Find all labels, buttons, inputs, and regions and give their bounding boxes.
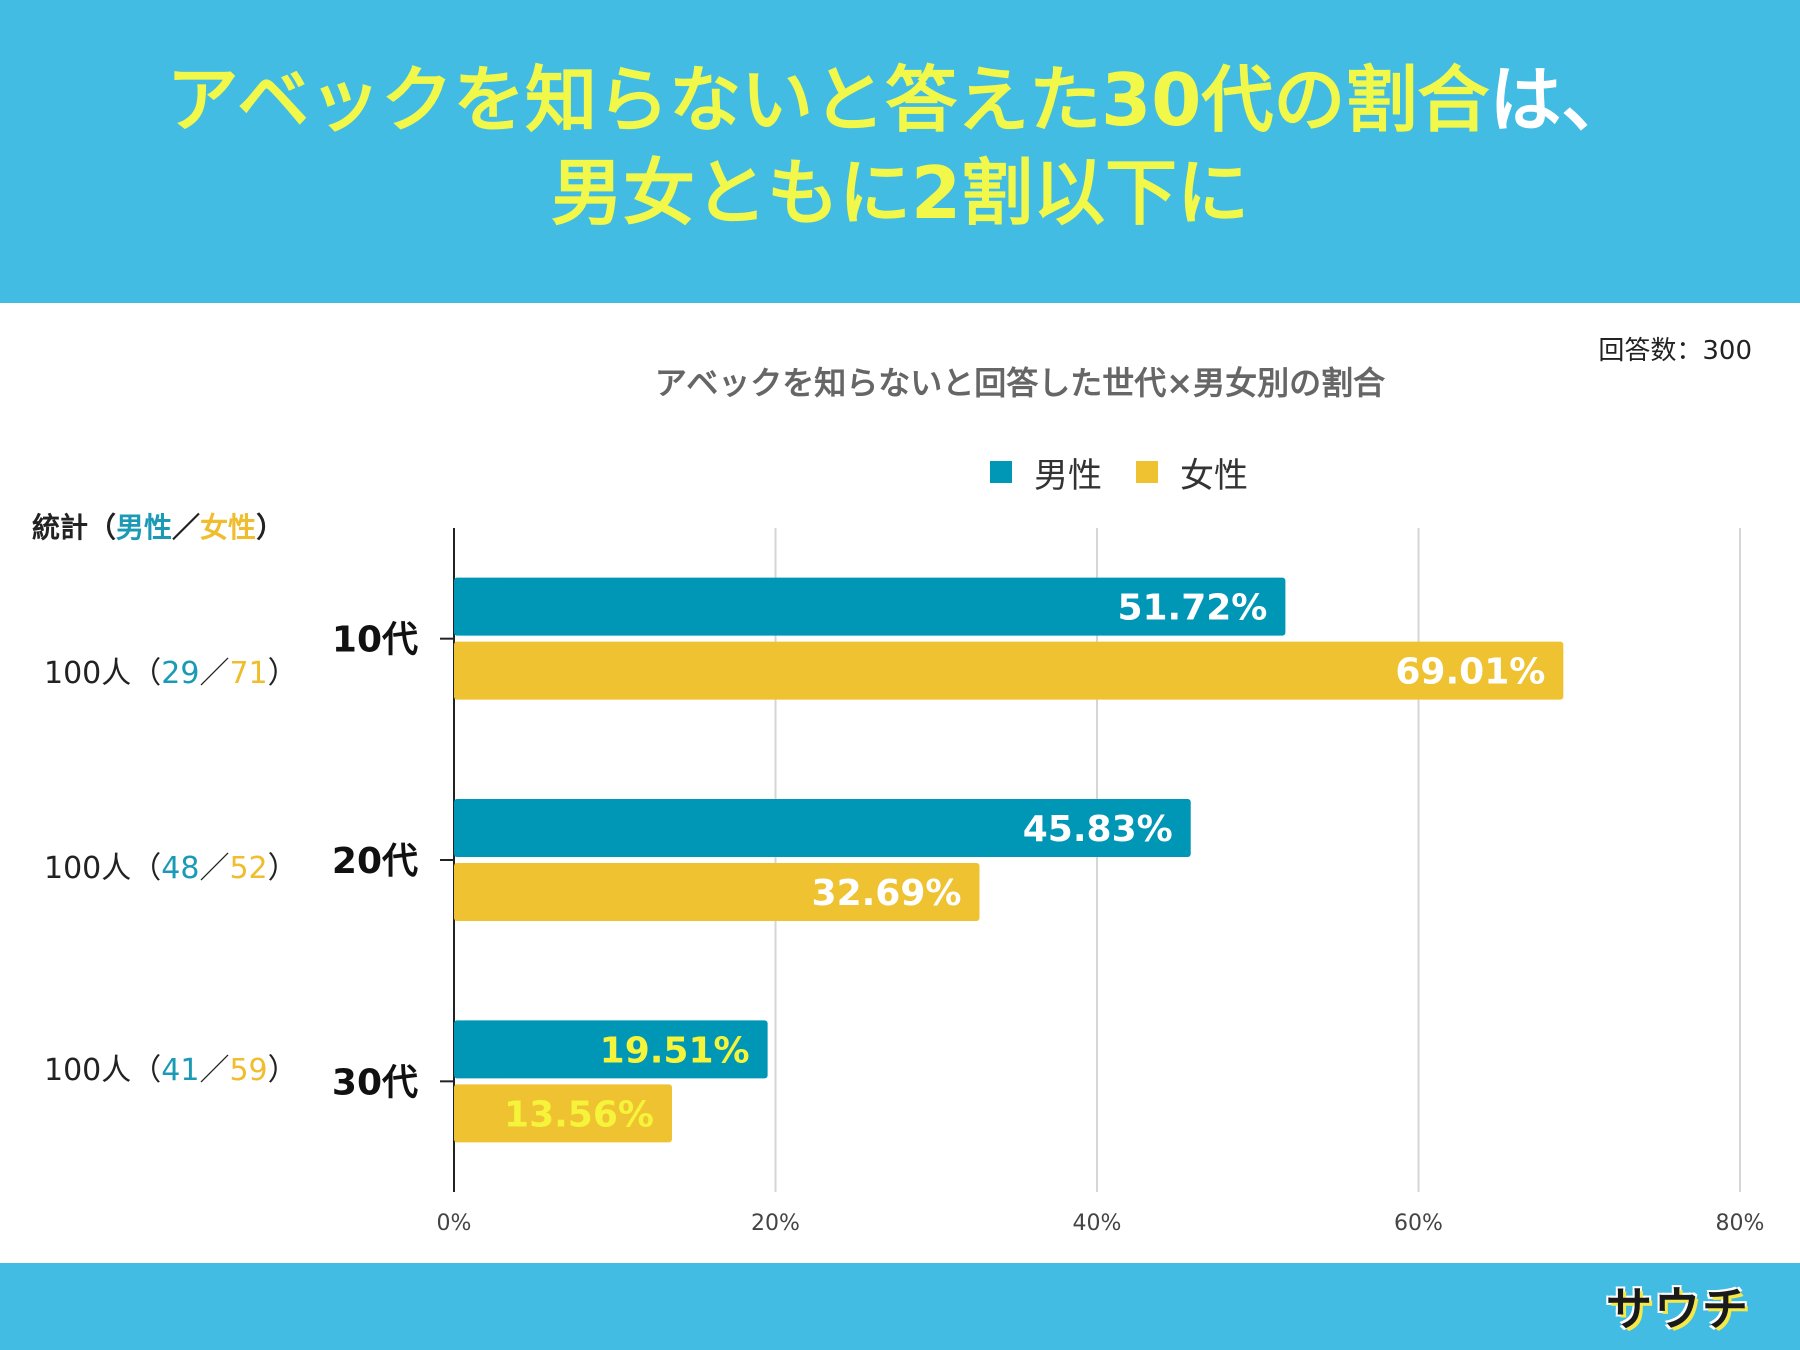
- data-label: 32.69%: [812, 873, 962, 914]
- bar-female: [454, 863, 980, 921]
- stats-header-prefix: 統計（: [32, 511, 117, 544]
- stats-header-suffix: ）: [256, 511, 285, 544]
- legend-female-swatch: [1136, 461, 1158, 483]
- x-tick-label: 40%: [1073, 1211, 1122, 1236]
- x-tick-label: 20%: [751, 1211, 800, 1236]
- x-tick-label: 0%: [437, 1211, 472, 1236]
- chart-legend: 男性 女性: [990, 448, 1282, 497]
- stats-header-sep: ／: [172, 511, 201, 544]
- stat-sep: ／: [199, 656, 230, 691]
- bar-male: [454, 1020, 768, 1079]
- headline-main: アベックを知らないと答えた30代の割合: [166, 58, 1490, 142]
- stat-female: 71: [229, 656, 268, 691]
- data-label: 19.51%: [600, 1030, 750, 1071]
- stat-row-10s: 100人（29／71）: [44, 648, 298, 692]
- stat-total: 100人（: [44, 851, 162, 886]
- stat-total: 100人（: [44, 1053, 162, 1088]
- data-label: 51.72%: [1117, 588, 1267, 629]
- bar-female: [454, 1084, 672, 1143]
- footer-banner: サウチ: [0, 1263, 1800, 1350]
- stats-header-female: 女性: [200, 511, 257, 544]
- stat-male: 29: [161, 656, 200, 691]
- stat-row-20s: 100人（48／52）: [44, 843, 298, 887]
- headline-tail: は、: [1489, 58, 1634, 142]
- x-tick-label: 80%: [1716, 1211, 1765, 1236]
- stat-female: 52: [229, 851, 268, 886]
- stat-sep: ／: [199, 1053, 230, 1088]
- stat-close: ）: [267, 851, 298, 886]
- bar-male: [454, 799, 1191, 857]
- legend-male: 男性: [990, 448, 1102, 497]
- category-label: 30代: [332, 1062, 418, 1103]
- stat-row-30s: 100人（41／59）: [44, 1045, 298, 1089]
- stat-close: ）: [267, 656, 298, 691]
- respondent-count: 回答数：300: [1598, 336, 1752, 366]
- stats-header-male: 男性: [116, 511, 173, 544]
- stat-male: 41: [161, 1053, 200, 1088]
- bar-male: [454, 577, 1286, 636]
- bar-chart: 0% 20% 40% 60% 80% 10代 51.72% 69.01% 20代 45.83% 32…: [332, 528, 1765, 1236]
- brand-logo: サウチ: [1606, 1282, 1750, 1336]
- legend-female-label: 女性: [1180, 455, 1248, 496]
- stat-female: 59: [229, 1053, 268, 1088]
- stat-male: 48: [161, 851, 200, 886]
- stat-total: 100人（: [44, 656, 162, 691]
- legend-male-label: 男性: [1034, 455, 1102, 496]
- data-label: 45.83%: [1023, 809, 1173, 850]
- headline-line-1: アベックを知らないと答えた30代の割合は、: [0, 55, 1800, 145]
- category-label: 20代: [332, 841, 418, 882]
- data-label: 13.56%: [504, 1094, 654, 1135]
- legend-male-swatch: [990, 461, 1012, 483]
- bar-female: [454, 641, 1564, 700]
- stat-sep: ／: [199, 851, 230, 886]
- chart-title: アベックを知らないと回答した世代×男女別の割合: [654, 364, 1386, 402]
- category-label: 10代: [332, 620, 418, 661]
- x-tick-label: 60%: [1394, 1211, 1443, 1236]
- legend-female: 女性: [1136, 448, 1248, 497]
- headline-line-2: 男女ともに2割以下に: [550, 151, 1250, 235]
- header-banner: アベックを知らないと答えた30代の割合は、 男女ともに2割以下に: [0, 0, 1800, 303]
- stat-close: ）: [267, 1053, 298, 1088]
- data-label: 69.01%: [1395, 652, 1545, 693]
- stats-header: 統計（男性／女性）: [32, 506, 284, 546]
